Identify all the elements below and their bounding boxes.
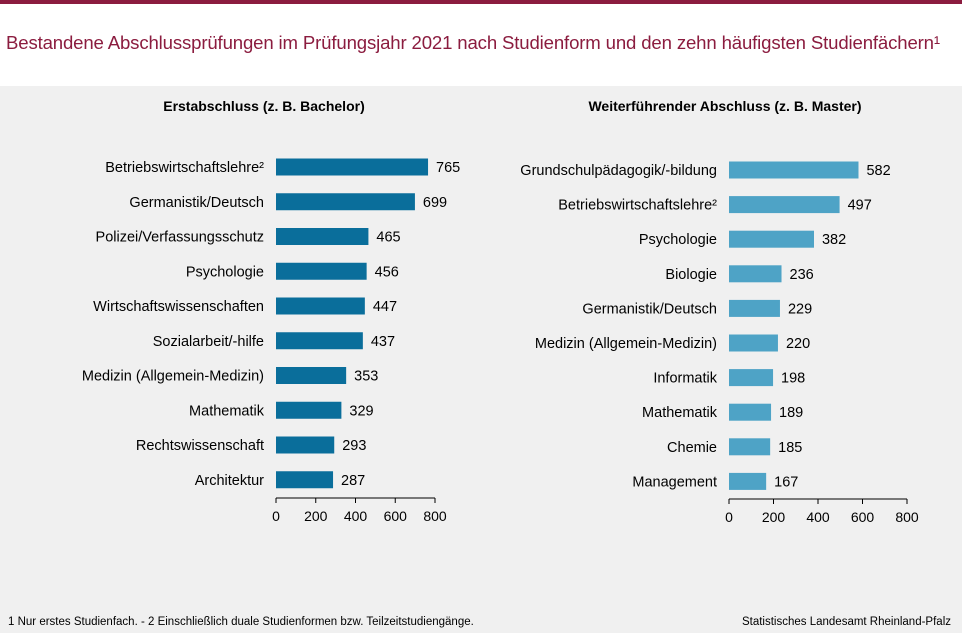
left-bar [276,297,365,315]
top-accent-rule [0,0,962,4]
right-value-label: 236 [790,267,814,283]
right-value-label: 229 [788,301,812,317]
right-bar [729,230,814,248]
right-panel-title: Weiterführender Abschluss (z. B. Master) [588,98,861,114]
right-category-label: Psychologie [639,232,717,248]
right-value-label: 497 [848,198,872,214]
right-bar [729,334,778,352]
left-value-label: 293 [342,438,366,454]
right-bar [729,438,771,456]
right-bar [729,403,772,421]
left-x-tick-label: 400 [344,508,368,524]
right-category-label: Germanistik/Deutsch [582,301,717,317]
right-category-label: Medizin (Allgemein-Medizin) [535,336,717,352]
right-value-label: 167 [774,474,798,490]
chart-area: Erstabschluss (z. B. Bachelor) Betriebswi… [82,98,919,525]
right-category-label: Grundschulpädagogik/-bildung [520,163,717,179]
left-bar [276,436,335,454]
right-value-label: 220 [786,336,810,352]
left-category-label: Polizei/Verfassungsschutz [96,230,264,246]
left-value-label: 456 [375,264,399,280]
left-category-label: Psychologie [186,264,264,280]
left-bar [276,228,369,245]
left-category-label: Architektur [195,473,264,489]
right-x-tick-label: 200 [762,509,786,525]
right-value-label: 382 [822,232,846,248]
left-value-label: 329 [349,403,373,419]
left-bar [276,471,334,489]
left-value-label: 437 [371,334,395,350]
left-x-tick-label: 200 [304,508,328,524]
left-category-label: Wirtschaftswissenschaften [93,299,264,315]
left-value-label: 465 [376,230,400,246]
left-category-label: Germanistik/Deutsch [129,195,264,211]
left-value-label: 353 [354,369,378,385]
right-bar [729,265,782,283]
right-value-label: 198 [781,371,805,387]
right-category-label: Informatik [653,371,717,387]
left-panel-title: Erstabschluss (z. B. Bachelor) [163,98,365,114]
right-category-label: Biologie [665,267,717,283]
right-category-label: Mathematik [642,405,718,421]
left-value-label: 447 [373,299,397,315]
left-bar [276,401,342,419]
right-value-label: 185 [778,440,802,456]
left-value-label: 699 [423,195,447,211]
right-value-label: 189 [779,405,803,421]
page-title: Bestandene Abschlussprüfungen im Prüfung… [6,32,940,53]
right-category-label: Betriebswirtschaftslehre² [558,198,717,214]
left-bar [276,158,429,176]
source-note: Statistisches Landesamt Rheinland-Pfalz [741,616,951,628]
right-x-tick-label: 600 [851,509,875,525]
right-bar [729,369,774,387]
left-value-label: 765 [436,160,460,176]
right-category-label: Management [632,474,717,490]
right-value-label: 582 [866,163,890,179]
page-header: Bestandene Abschlussprüfungen im Prüfung… [0,4,962,78]
right-x-tick-label: 400 [806,509,830,525]
left-x-tick-label: 600 [384,508,408,524]
left-bar [276,332,363,350]
header-gap [0,78,962,86]
left-value-label: 287 [341,473,365,489]
right-x-tick-label: 0 [725,509,733,525]
left-bar [276,193,415,211]
left-bar [276,262,367,280]
right-x-tick-label: 800 [895,509,919,525]
right-category-label: Chemie [667,440,717,456]
left-category-label: Sozialarbeit/-hilfe [153,334,264,350]
left-category-label: Medizin (Allgemein-Medizin) [82,369,264,385]
left-bar [276,367,347,384]
right-bar [729,161,859,179]
left-category-label: Mathematik [189,403,265,419]
footnote: 1 Nur erstes Studienfach. - 2 Einschließ… [8,616,474,628]
left-category-label: Rechtswissenschaft [136,438,264,454]
left-x-tick-label: 0 [272,508,280,524]
left-x-tick-label: 800 [423,508,447,524]
right-bar [729,472,767,490]
right-bar [729,299,780,317]
left-category-label: Betriebswirtschaftslehre² [105,160,264,176]
right-bar [729,196,840,214]
